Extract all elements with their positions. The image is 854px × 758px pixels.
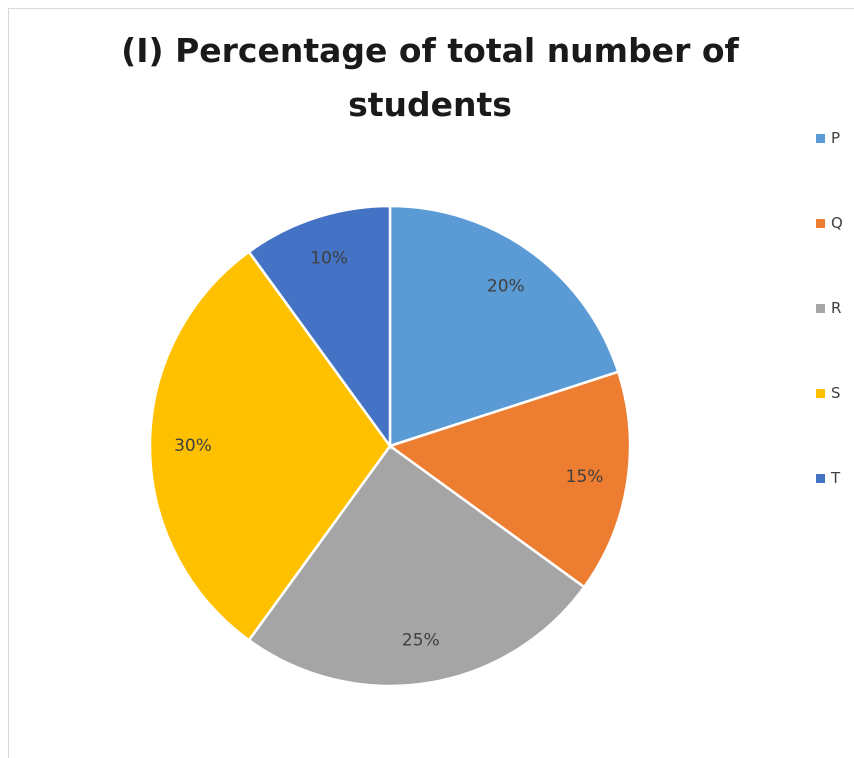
legend-label-r: R xyxy=(831,299,842,317)
legend-swatch-q xyxy=(816,218,825,228)
data-label-t: 10% xyxy=(310,249,348,269)
data-label-s: 30% xyxy=(174,436,212,456)
chart-title-line-1: (I) Percentage of total number of xyxy=(121,31,739,70)
data-label-p: 20% xyxy=(487,277,525,297)
legend-label-q: Q xyxy=(831,214,843,232)
legend-swatch-t xyxy=(816,473,825,483)
legend-swatch-p xyxy=(816,133,825,143)
pie-slice-s xyxy=(148,250,392,642)
legend-label-p: P xyxy=(831,129,841,147)
pie-slice-p xyxy=(388,204,620,448)
legend-label-s: S xyxy=(831,384,841,402)
legend-item-t: T xyxy=(816,468,840,488)
legend-item-r: R xyxy=(816,298,841,318)
pie-slice-r xyxy=(247,444,586,688)
pie-slice-t xyxy=(247,204,392,450)
legend-swatch-s xyxy=(816,388,825,398)
chart-title-line-2: students xyxy=(348,85,512,124)
legend-item-q: Q xyxy=(816,213,843,233)
legend-item-p: P xyxy=(816,128,840,148)
legend-swatch-r xyxy=(816,303,825,313)
legend-label-t: T xyxy=(831,469,841,487)
legend-item-s: S xyxy=(816,383,841,403)
pie-slice-q xyxy=(387,370,632,589)
data-label-q: 15% xyxy=(566,467,604,487)
chart-title: (I) Percentage of total number of studen… xyxy=(110,24,750,132)
data-label-r: 25% xyxy=(402,631,440,651)
